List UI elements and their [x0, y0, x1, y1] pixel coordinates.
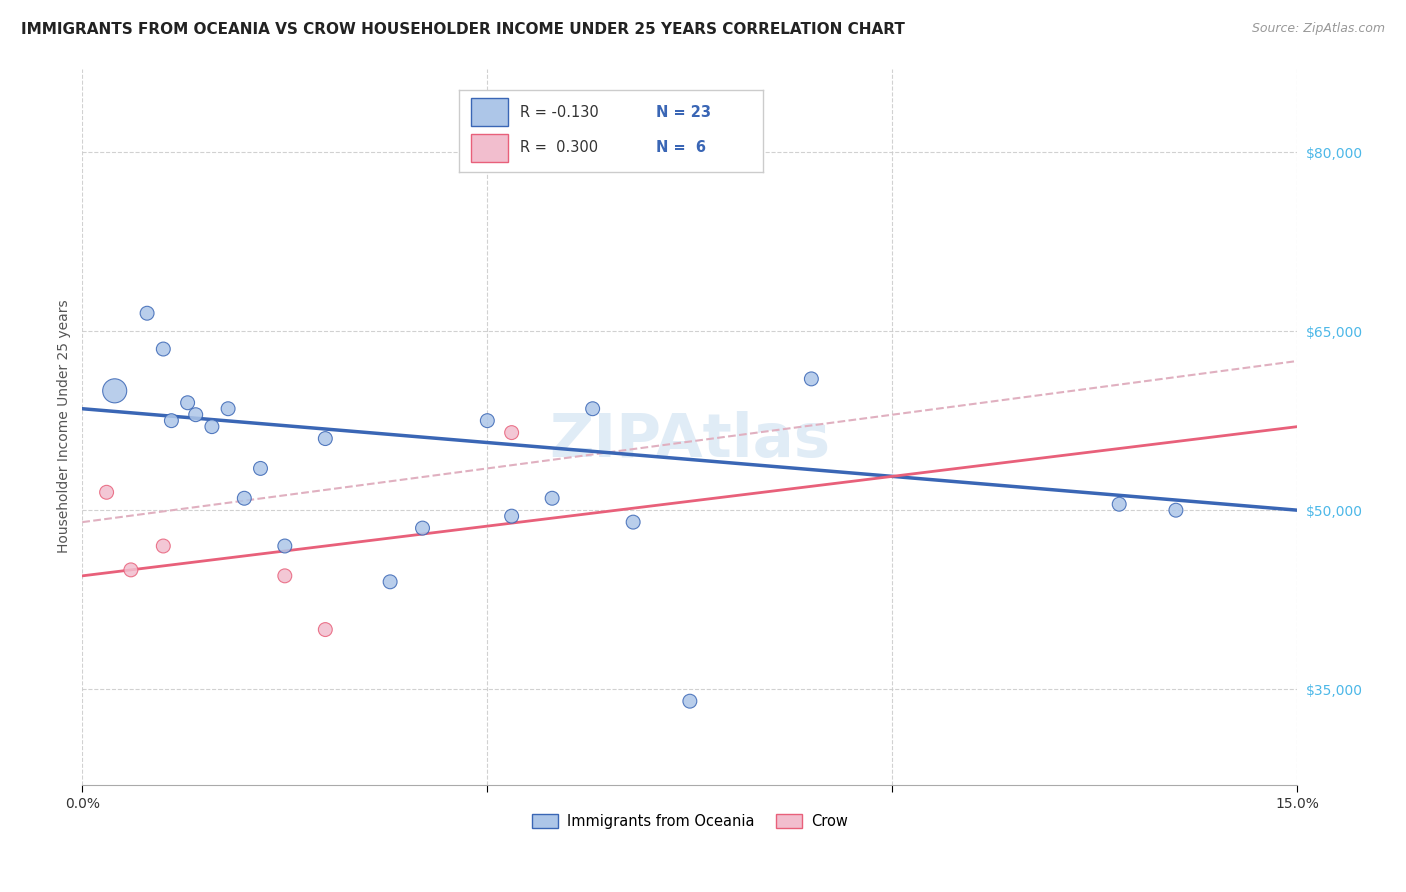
Point: [541, 491, 564, 506]
Point: [501, 509, 523, 524]
Point: [314, 623, 336, 637]
Point: [104, 384, 127, 398]
Text: ZIPAtlas: ZIPAtlas: [550, 411, 831, 470]
Point: [800, 372, 823, 386]
Point: [412, 521, 434, 535]
Point: [152, 342, 174, 356]
Point: [184, 408, 207, 422]
Point: [1108, 497, 1130, 511]
Point: [1164, 503, 1187, 517]
Point: [679, 694, 702, 708]
Point: [217, 401, 239, 416]
Point: [249, 461, 271, 475]
Point: [152, 539, 174, 553]
Point: [176, 396, 198, 410]
Legend: Immigrants from Oceania, Crow: Immigrants from Oceania, Crow: [526, 807, 853, 835]
Point: [582, 401, 605, 416]
Point: [96, 485, 118, 500]
Point: [477, 414, 499, 428]
Point: [233, 491, 256, 506]
Point: [501, 425, 523, 440]
Point: [621, 515, 644, 529]
Text: Source: ZipAtlas.com: Source: ZipAtlas.com: [1251, 22, 1385, 36]
Point: [160, 414, 183, 428]
Text: IMMIGRANTS FROM OCEANIA VS CROW HOUSEHOLDER INCOME UNDER 25 YEARS CORRELATION CH: IMMIGRANTS FROM OCEANIA VS CROW HOUSEHOL…: [21, 22, 905, 37]
Point: [136, 306, 159, 320]
Point: [120, 563, 142, 577]
Y-axis label: Householder Income Under 25 years: Householder Income Under 25 years: [58, 300, 72, 553]
Point: [314, 432, 336, 446]
Point: [274, 569, 297, 583]
Point: [378, 574, 401, 589]
Point: [201, 419, 224, 434]
Point: [274, 539, 297, 553]
